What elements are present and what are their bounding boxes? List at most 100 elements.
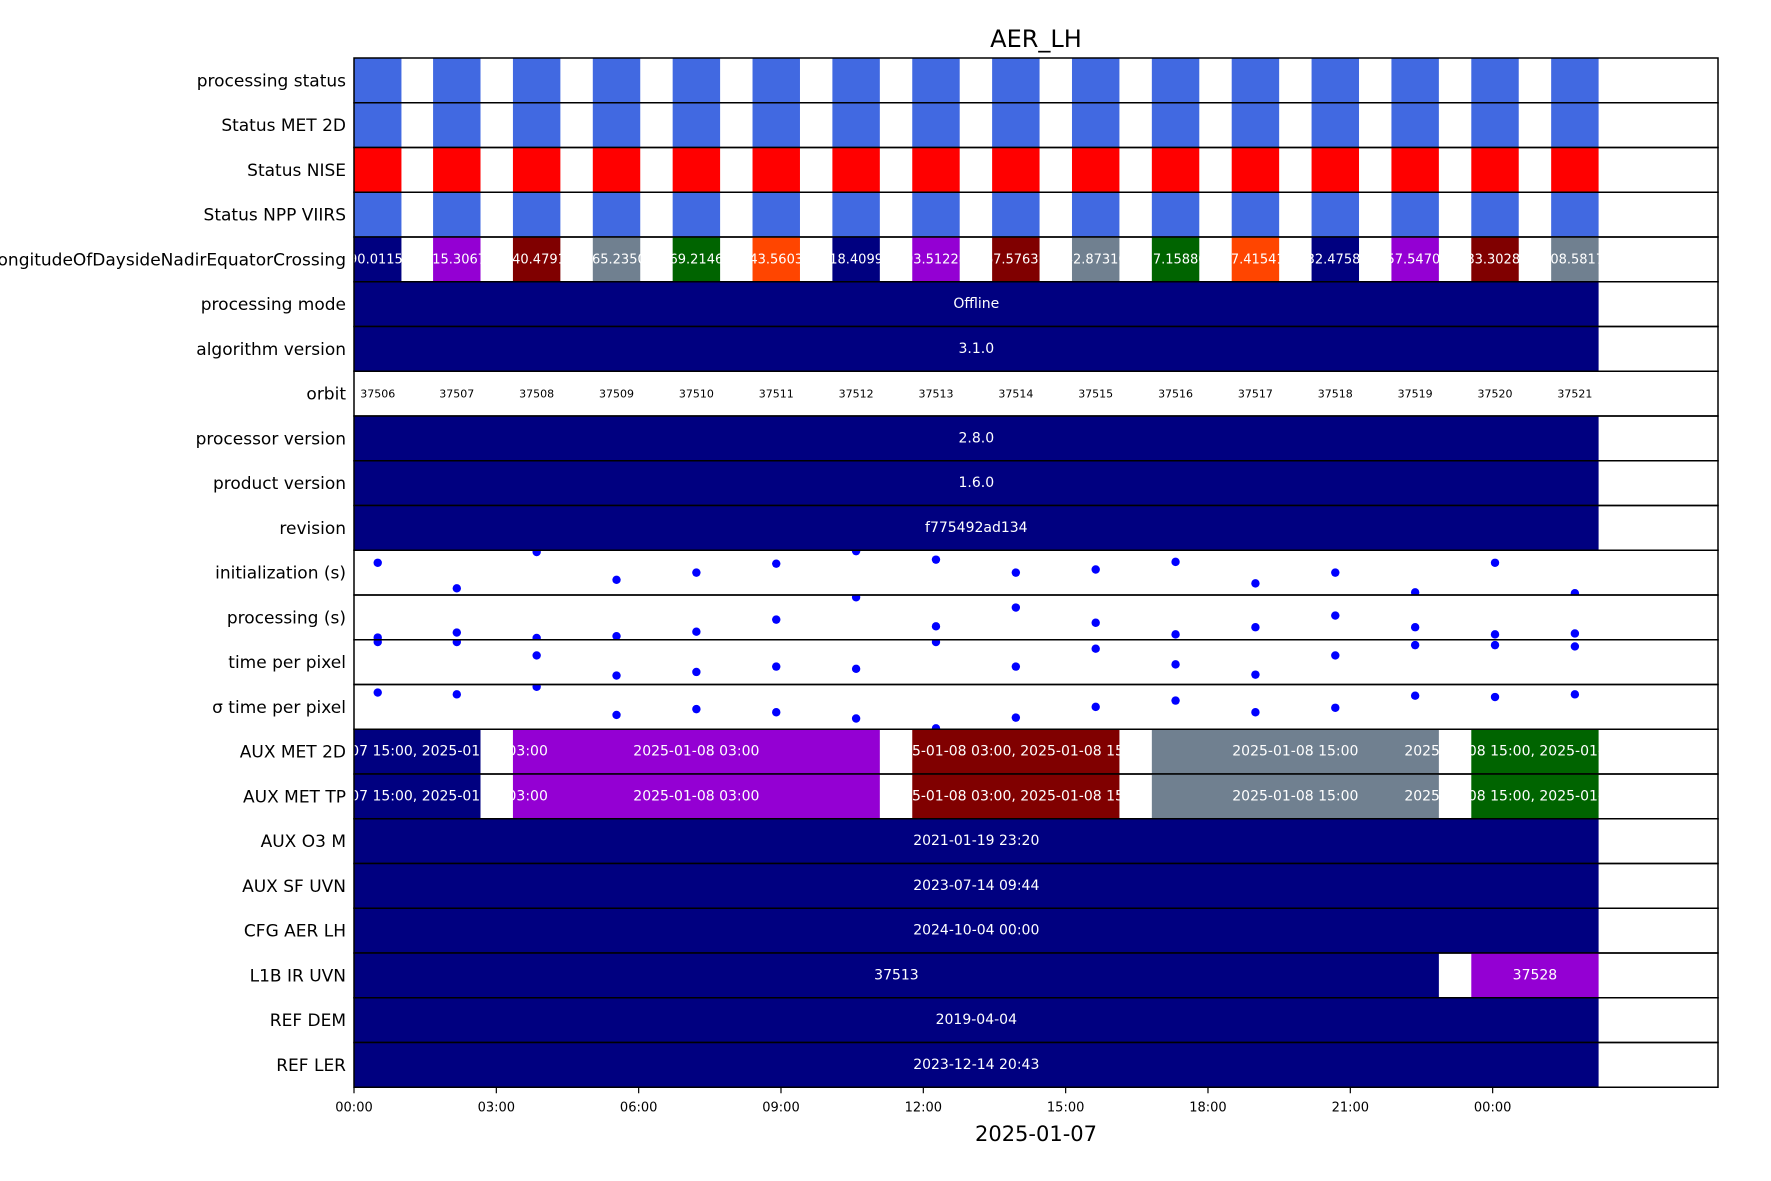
span-bar [354,774,481,819]
longitude-bar [1311,237,1360,282]
granule-bar [1551,147,1599,193]
granule-bar [1151,58,1200,103]
granule-bar [1071,147,1120,193]
scatter-point [612,575,621,584]
row-label: product version [213,474,346,494]
orbit-label: 37520 [1478,388,1513,401]
longitude-bar [1391,237,1439,282]
scatter-point [1091,702,1100,712]
granule-bar [592,192,641,237]
row-content [354,192,1599,237]
row-label: initialization (s) [215,564,346,584]
granule-bar [992,192,1040,237]
scatter-point [1490,692,1500,702]
row-content [373,684,1580,730]
span-label: 2025-01-08 15:00 [1232,788,1358,804]
granule-bar [992,58,1040,103]
row-label: orbit [306,385,346,405]
span-label: 2025-01-08 15:00, 2025-01-09 03:00 [1404,744,1665,760]
granule-bar [752,58,800,103]
scatter-point [851,550,861,556]
span-label: 2023-12-14 20:43 [913,1057,1039,1073]
scatter-point [851,664,861,674]
row-content: 1.6.0 [354,460,1599,506]
row-content: 2024-10-04 00:00 [354,908,1599,953]
granule-bar [512,58,561,103]
orbit-label: 37506 [360,388,395,401]
x-axis: 00:00 03:00 06:00 09:00 12:00 15:00 18:00 21:00… [335,1087,1511,1115]
scatter-point [1410,623,1420,632]
scatter-point [772,559,781,568]
row-frame [353,370,1719,417]
orbit-label: 37516 [1158,388,1193,401]
granule-bar [592,147,641,193]
granule-bar [1231,147,1280,193]
span-bar [354,729,481,774]
span-bar [912,774,1120,819]
longitude-value: 118.40995 [821,252,891,267]
row-label: processor version [196,429,346,449]
x-tick-label: 03:00 [478,1100,515,1115]
granule-bar [433,58,481,103]
granule-bar [1391,102,1439,148]
x-tick-label: 06:00 [620,1100,657,1115]
granule-bar [354,192,402,237]
scatter-point [772,708,781,717]
scatter-point [851,595,861,602]
granule-bar [672,102,721,148]
scatter-point [373,633,382,640]
longitude-bar [832,237,880,282]
granule-bar [1151,192,1200,237]
scatter-point [1171,630,1180,639]
row-content: 2.8.0 [354,416,1599,461]
row-content: -90.01153 -115.30674 -140.47912 -165.23504 1… [354,237,1612,282]
granule-bar [512,192,561,237]
granule-bar [1231,58,1280,103]
longitude-bar [1471,237,1519,282]
longitude-value: -165.23504 [579,252,654,267]
orbit-label: 37509 [599,388,634,401]
span-label: 37513 [874,967,919,983]
scatter-point [931,639,941,647]
longitude-bar [433,237,481,282]
granule-bar [512,147,561,193]
span-label: 2025-01-08 15:00 [1232,744,1358,760]
row-16: 2025-01-07 15:00, 2025-01-08 03:00 2025-0… [243,773,1719,820]
scatter-point [931,724,941,730]
x-tick-label: 21:00 [1332,1100,1369,1115]
row-content: 3.1.0 [354,326,1599,372]
span-bar [354,505,1599,551]
row-label: AUX MET TP [243,787,346,807]
row-10: f775492ad134 revision [279,504,1719,551]
row-label: processing (s) [227,608,346,628]
scatter-point [692,667,701,677]
scatter-point [1410,640,1420,650]
longitude-bar [752,237,800,282]
row-label: time per pixel [228,653,346,673]
row-label: AUX O3 M [261,832,346,852]
longitude-value: -32.47587 [1302,252,1369,267]
span-label: 2.8.0 [958,430,994,446]
span-bar [354,326,1599,372]
scatter-point [1331,568,1340,577]
row-0: processing status [197,57,1719,104]
span-label: 2023-07-14 09:44 [913,878,1039,894]
scatter-point [1410,588,1420,595]
orbit-label: 37511 [759,388,794,401]
row-15: 2025-01-07 15:00, 2025-01-08 03:00 2025-0… [240,728,1719,775]
scatter-point [1490,558,1500,567]
scatter-point [373,639,382,647]
span-label: Offline [953,296,999,312]
scatter-point [772,615,781,624]
x-tick-label: 18:00 [1189,1100,1226,1115]
granule-bar [752,147,800,193]
scatter-point [612,710,621,720]
granule-bar [1231,192,1280,237]
longitude-value: -140.47912 [499,252,574,267]
row-label: REF LER [276,1056,346,1076]
scatter-point [1490,630,1500,639]
granule-bar [1551,58,1599,103]
scatter-point [532,550,541,557]
row-label: Status NISE [247,161,346,181]
row-18: 2023-07-14 09:44 AUX SF UVN [242,862,1719,909]
